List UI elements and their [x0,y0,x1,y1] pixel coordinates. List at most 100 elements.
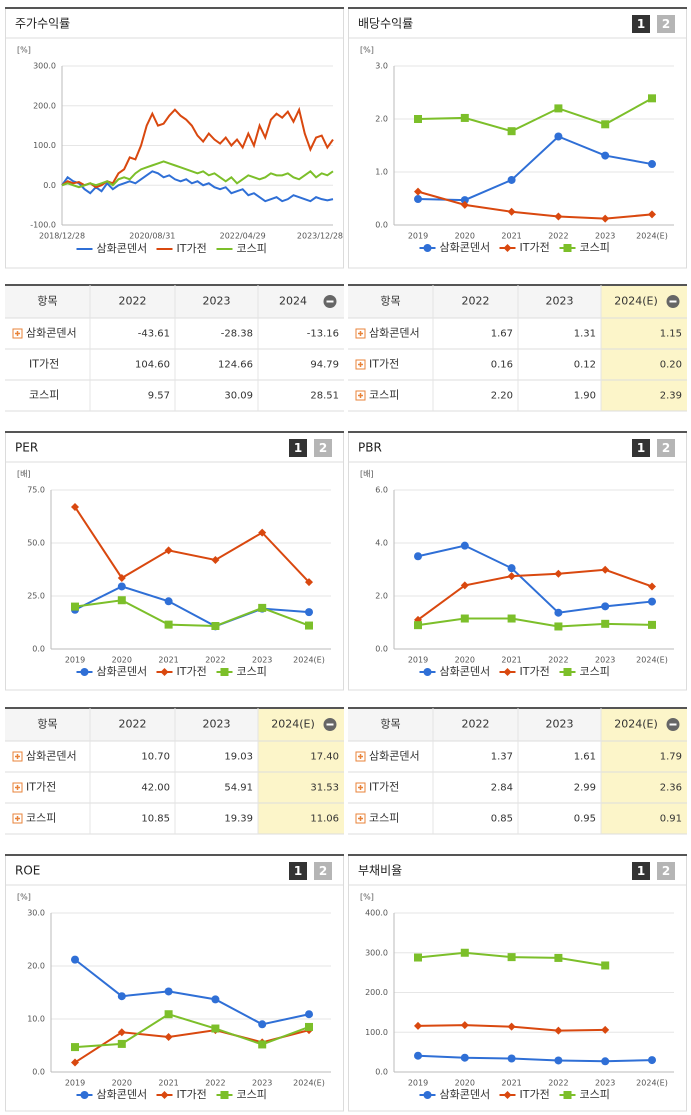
marker [211,995,220,1004]
table-cell: 1.67 [491,329,513,340]
expand-icon-plus[interactable] [358,362,363,367]
expand-icon-plus[interactable] [358,816,363,821]
tab-button[interactable] [289,439,307,457]
legend-marker [220,1091,229,1099]
x-tick-label: 2024(E) [636,1079,668,1088]
table-cell: 10.70 [141,752,170,763]
marker [414,195,422,204]
x-tick-label: 2019 [408,1079,428,1088]
legend-marker [423,1091,432,1099]
expand-icon-plus[interactable] [358,331,363,336]
tab-label[interactable]: 1 [294,441,302,455]
tab-button[interactable] [314,862,332,880]
tab-label[interactable]: 2 [319,441,327,455]
expand-icon-plus[interactable] [358,785,363,790]
tab-label[interactable]: 1 [637,441,645,455]
legend-marker [80,1091,89,1099]
tab-button[interactable] [632,862,650,880]
marker [414,1021,422,1030]
table-cell: 19.03 [224,752,253,763]
marker [601,214,610,223]
series-line [61,160,334,189]
tab-button[interactable] [657,439,675,457]
tab-button[interactable] [632,439,650,457]
series-line [74,958,310,1026]
y-tick-label: 3.0 [375,62,388,71]
tab-label[interactable]: 1 [637,864,645,878]
table-cell: -28.38 [221,329,253,340]
marker [554,622,563,631]
marker [71,502,79,511]
marker [258,528,267,537]
tab-button[interactable] [314,439,332,457]
marker [305,1022,313,1031]
y-tick-label: 300.0 [365,948,388,957]
legend-label: 삼화콘덴서 [440,665,491,678]
marker [117,573,126,582]
unit-label: [배] [17,470,31,479]
table-cell: 2.36 [660,783,682,794]
tab-button[interactable] [657,862,675,880]
x-tick-label: 2020 [455,656,475,665]
table-header: 2022 [462,295,490,308]
marker [164,620,173,629]
x-tick-label: 2024(E) [636,232,668,241]
tab-button[interactable] [657,15,675,33]
marker [648,210,656,219]
tab-label[interactable]: 2 [662,864,670,878]
tab-label[interactable]: 1 [637,17,645,31]
marker [507,564,516,573]
legend-label: 삼화콘덴서 [97,1088,148,1101]
row-label: 삼화콘덴서 [369,327,420,340]
legend-label: 코스피 [237,242,267,255]
marker [305,621,313,630]
y-tick-label: -100.0 [30,221,56,230]
expand-icon-plus[interactable] [15,331,20,336]
legend-label: IT가전 [520,241,550,254]
chart-title: 부채비율 [358,864,402,878]
tab-button[interactable] [632,15,650,33]
series-line [417,1054,653,1063]
x-tick-label: 2021 [501,1079,521,1088]
legend-label: 삼화콘덴서 [97,665,148,678]
x-tick-label: 2022 [548,1079,568,1088]
expand-icon-plus[interactable] [358,754,363,759]
x-tick-label: 2023 [252,1079,272,1088]
y-tick-label: 20.0 [27,962,45,971]
y-tick-label: 0.0 [375,645,388,654]
tab-label[interactable]: 2 [319,864,327,878]
marker [414,187,422,196]
x-tick-label: 2024(E) [293,656,325,665]
table-cell: 1.79 [660,752,682,763]
panel [348,431,687,691]
marker [211,555,220,564]
series-line [61,170,334,203]
expand-icon-plus[interactable] [358,393,363,398]
marker [117,992,126,1001]
tab-label[interactable]: 2 [662,441,670,455]
expand-icon-plus[interactable] [15,754,20,759]
table-cell: 42.00 [141,783,170,794]
legend-marker [423,244,432,252]
expand-icon-plus[interactable] [15,816,20,821]
y-tick-label: 1.0 [375,168,388,177]
tab-label[interactable]: 2 [662,17,670,31]
series-line [74,599,310,628]
legend-marker [160,1091,169,1099]
expand-icon-plus[interactable] [15,785,20,790]
legend-marker [563,1091,572,1099]
row-label: IT가전 [29,358,59,371]
series-line [74,1029,310,1064]
tab-label[interactable]: 1 [294,864,302,878]
tab-button[interactable] [289,862,307,880]
legend-label: 코스피 [580,1088,610,1101]
y-tick-label: 0.0 [32,645,45,654]
table-header: 2023 [546,718,574,731]
table-header: 항목 [380,295,400,308]
row-label: 코스피 [26,812,56,825]
row-label: 삼화콘덴서 [369,750,420,763]
x-tick-label: 2018/12/28 [39,232,85,241]
x-tick-label: 2022 [548,232,568,241]
table-cell: 2.99 [574,783,596,794]
